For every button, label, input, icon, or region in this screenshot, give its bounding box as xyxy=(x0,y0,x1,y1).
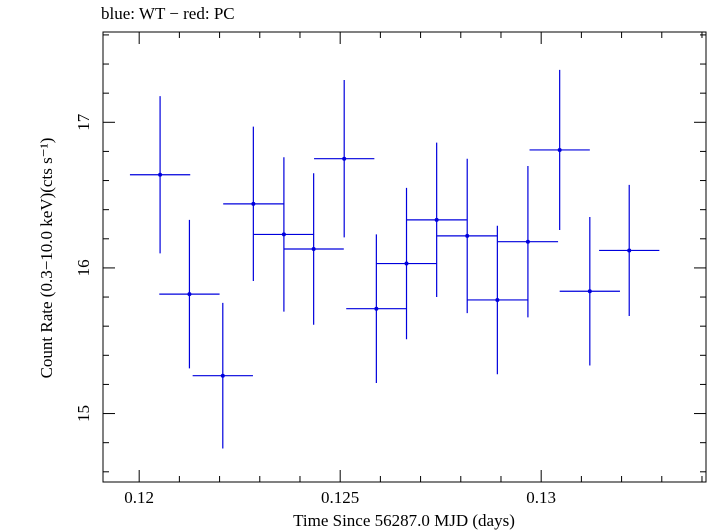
y-tick-label: 16 xyxy=(74,259,93,276)
point-marker xyxy=(495,297,500,302)
data-point xyxy=(192,302,253,449)
data-point xyxy=(406,142,467,298)
point-marker xyxy=(220,373,225,378)
y-tick-label: 15 xyxy=(74,405,93,422)
data-point xyxy=(497,165,559,318)
data-point xyxy=(529,69,590,231)
data-point xyxy=(376,187,437,340)
y-axis-label: Count Rate (0.3−10.0 keV)(cts s⁻¹) xyxy=(37,138,56,379)
data-point xyxy=(283,173,344,325)
data-point xyxy=(129,96,191,254)
point-marker xyxy=(342,156,347,161)
data-point xyxy=(346,234,407,383)
point-marker xyxy=(557,147,562,152)
data-point xyxy=(599,184,660,316)
point-marker xyxy=(434,217,439,222)
data-point xyxy=(223,126,284,282)
point-marker xyxy=(187,292,192,297)
point-marker xyxy=(374,306,379,311)
point-marker xyxy=(404,261,409,266)
data-point xyxy=(467,225,528,375)
data-point xyxy=(159,219,220,369)
data-point xyxy=(559,216,620,366)
point-marker xyxy=(251,201,256,206)
data-point xyxy=(437,158,498,314)
plot-frame xyxy=(102,31,707,483)
point-marker xyxy=(465,233,470,238)
chart-title: blue: WT − red: PC xyxy=(101,4,235,23)
data-point xyxy=(253,157,315,312)
data-point xyxy=(314,80,375,238)
point-marker xyxy=(281,232,286,237)
x-tick-label: 0.125 xyxy=(321,488,359,507)
x-axis-label: Time Since 56287.0 MJD (days) xyxy=(293,511,515,530)
y-tick-label: 17 xyxy=(74,113,93,131)
x-tick-label: 0.12 xyxy=(124,488,154,507)
point-marker xyxy=(587,289,592,294)
x-tick-label: 0.13 xyxy=(526,488,556,507)
point-marker xyxy=(627,248,632,253)
point-marker xyxy=(158,172,163,177)
point-marker xyxy=(311,246,316,251)
point-marker xyxy=(525,239,530,244)
